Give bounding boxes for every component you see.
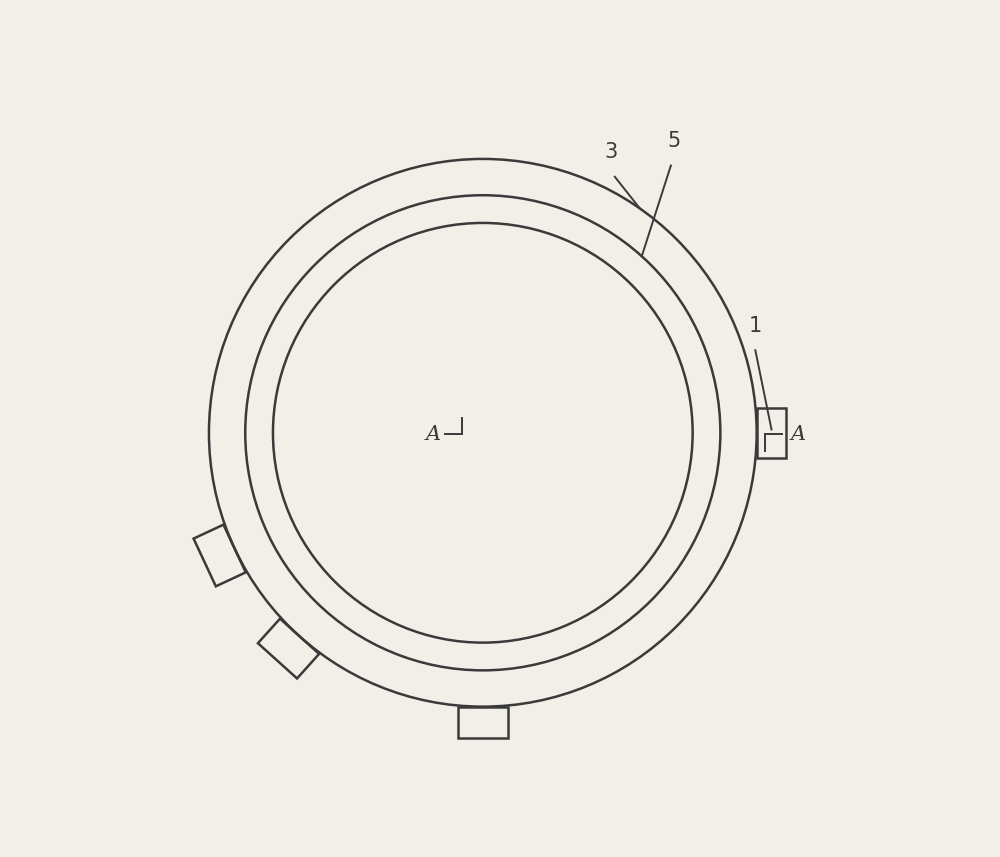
Text: 1: 1 (749, 315, 762, 336)
Text: A: A (426, 424, 441, 444)
Text: A: A (791, 424, 806, 444)
Text: 3: 3 (605, 142, 618, 162)
Text: 5: 5 (668, 131, 681, 151)
